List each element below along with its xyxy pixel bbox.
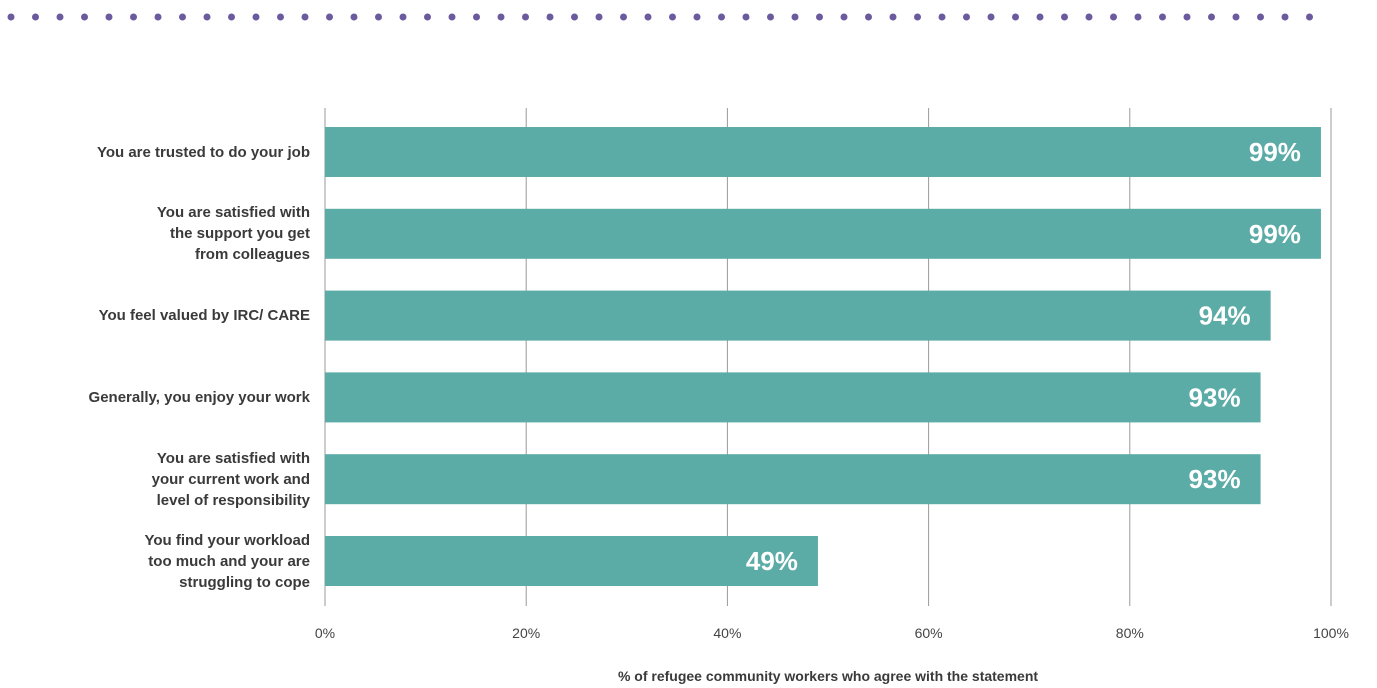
border-dot (130, 13, 137, 21)
border-dot (399, 13, 407, 21)
border-dot (840, 13, 848, 21)
border-dot (1061, 13, 1068, 21)
x-tick-label: 60% (914, 625, 943, 641)
border-dot (1036, 13, 1044, 21)
border-dot (1232, 13, 1240, 21)
data-label: 94% (1199, 301, 1251, 331)
category-label: You are satisfied with your current work… (151, 449, 310, 509)
data-label: 49% (746, 546, 798, 576)
border-dot (56, 13, 64, 21)
border-dot (105, 13, 113, 21)
border-dot (81, 13, 88, 21)
border-dot (350, 13, 358, 21)
bar (325, 372, 1261, 423)
border-dot (1134, 13, 1142, 21)
border-dot (865, 13, 872, 21)
border-dot (571, 13, 578, 21)
border-dot (987, 13, 995, 21)
border-dot (1257, 13, 1264, 21)
border-dot (644, 13, 652, 21)
border-dot (963, 13, 970, 21)
border-dot (1159, 13, 1166, 21)
bar (325, 290, 1271, 341)
data-label: 99% (1249, 137, 1301, 167)
x-tick-label: 80% (1115, 625, 1144, 641)
border-dot (326, 13, 333, 21)
category-label: Generally, you enjoy your work (88, 388, 310, 406)
category-label: You are satisfied with the support you g… (156, 204, 310, 264)
border-dot (1012, 13, 1019, 21)
border-dot (718, 13, 725, 21)
dotted-border (7, 13, 1313, 21)
border-dot (742, 13, 750, 21)
border-dot (497, 13, 505, 21)
border-dot (252, 13, 260, 21)
category-label: You find your workload too much and your… (144, 531, 310, 591)
border-dot (938, 13, 946, 21)
border-dot (7, 13, 15, 21)
data-label: 93% (1189, 464, 1241, 494)
x-axis-label: % of refugee community workers who agree… (617, 668, 1039, 684)
border-dot (1281, 13, 1289, 21)
border-dot (473, 13, 480, 21)
border-dot (228, 13, 235, 21)
border-dot (816, 13, 823, 21)
border-dot (914, 13, 921, 21)
bar (325, 536, 818, 586)
category-label: You are trusted to do your job (96, 143, 310, 161)
x-tick-label: 20% (512, 625, 541, 641)
border-dot (203, 13, 211, 21)
border-dot (767, 13, 774, 21)
border-dot (424, 13, 431, 21)
border-dot (669, 13, 676, 21)
border-dot (693, 13, 701, 21)
border-dot (1208, 13, 1215, 21)
border-dot (32, 13, 39, 21)
category-label: You feel valued by IRC/ CARE (98, 307, 310, 325)
x-tick-label: 40% (713, 625, 742, 641)
border-dot (448, 13, 456, 21)
border-dot (154, 13, 162, 21)
data-label: 93% (1189, 382, 1241, 412)
border-dot (1306, 13, 1313, 21)
border-dot (301, 13, 309, 21)
border-dot (1110, 13, 1117, 21)
border-dot (889, 13, 897, 21)
border-dot (277, 13, 284, 21)
x-tick-label: 100% (1313, 625, 1349, 641)
x-tick-label: 0% (314, 625, 336, 641)
data-label: 99% (1249, 219, 1301, 249)
border-dot (546, 13, 554, 21)
bar (325, 127, 1321, 177)
border-dot (522, 13, 529, 21)
border-dot (1085, 13, 1093, 21)
border-dot (595, 13, 603, 21)
border-dot (620, 13, 627, 21)
border-dot (1183, 13, 1191, 21)
bar (325, 454, 1261, 505)
border-dot (375, 13, 382, 21)
border-dot (791, 13, 799, 21)
border-dot (179, 13, 186, 21)
bar (325, 208, 1321, 259)
